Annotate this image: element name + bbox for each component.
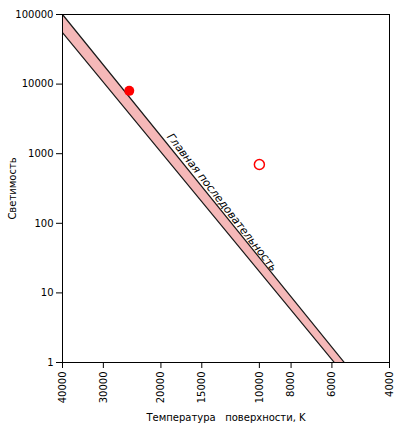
svg-text:1000: 1000 bbox=[28, 148, 53, 159]
svg-text:10000: 10000 bbox=[22, 78, 54, 89]
svg-text:4000: 4000 bbox=[384, 372, 395, 397]
svg-text:40000: 40000 bbox=[57, 372, 68, 404]
svg-text:1: 1 bbox=[47, 357, 53, 368]
svg-text:6000: 6000 bbox=[326, 372, 337, 397]
svg-text:Температура поверхности, K: Температура поверхности, K bbox=[145, 412, 306, 423]
svg-text:Светимость: Светимость bbox=[7, 157, 18, 219]
svg-text:30000: 30000 bbox=[98, 372, 109, 404]
svg-text:100000: 100000 bbox=[15, 9, 53, 20]
svg-text:Главная последовательность: Главная последовательность bbox=[164, 131, 280, 274]
svg-text:8000: 8000 bbox=[285, 372, 296, 397]
svg-text:20000: 20000 bbox=[155, 372, 166, 404]
svg-text:10: 10 bbox=[41, 287, 54, 298]
svg-text:100: 100 bbox=[34, 218, 53, 229]
svg-text:15000: 15000 bbox=[196, 372, 207, 404]
svg-text:10000: 10000 bbox=[254, 372, 265, 404]
